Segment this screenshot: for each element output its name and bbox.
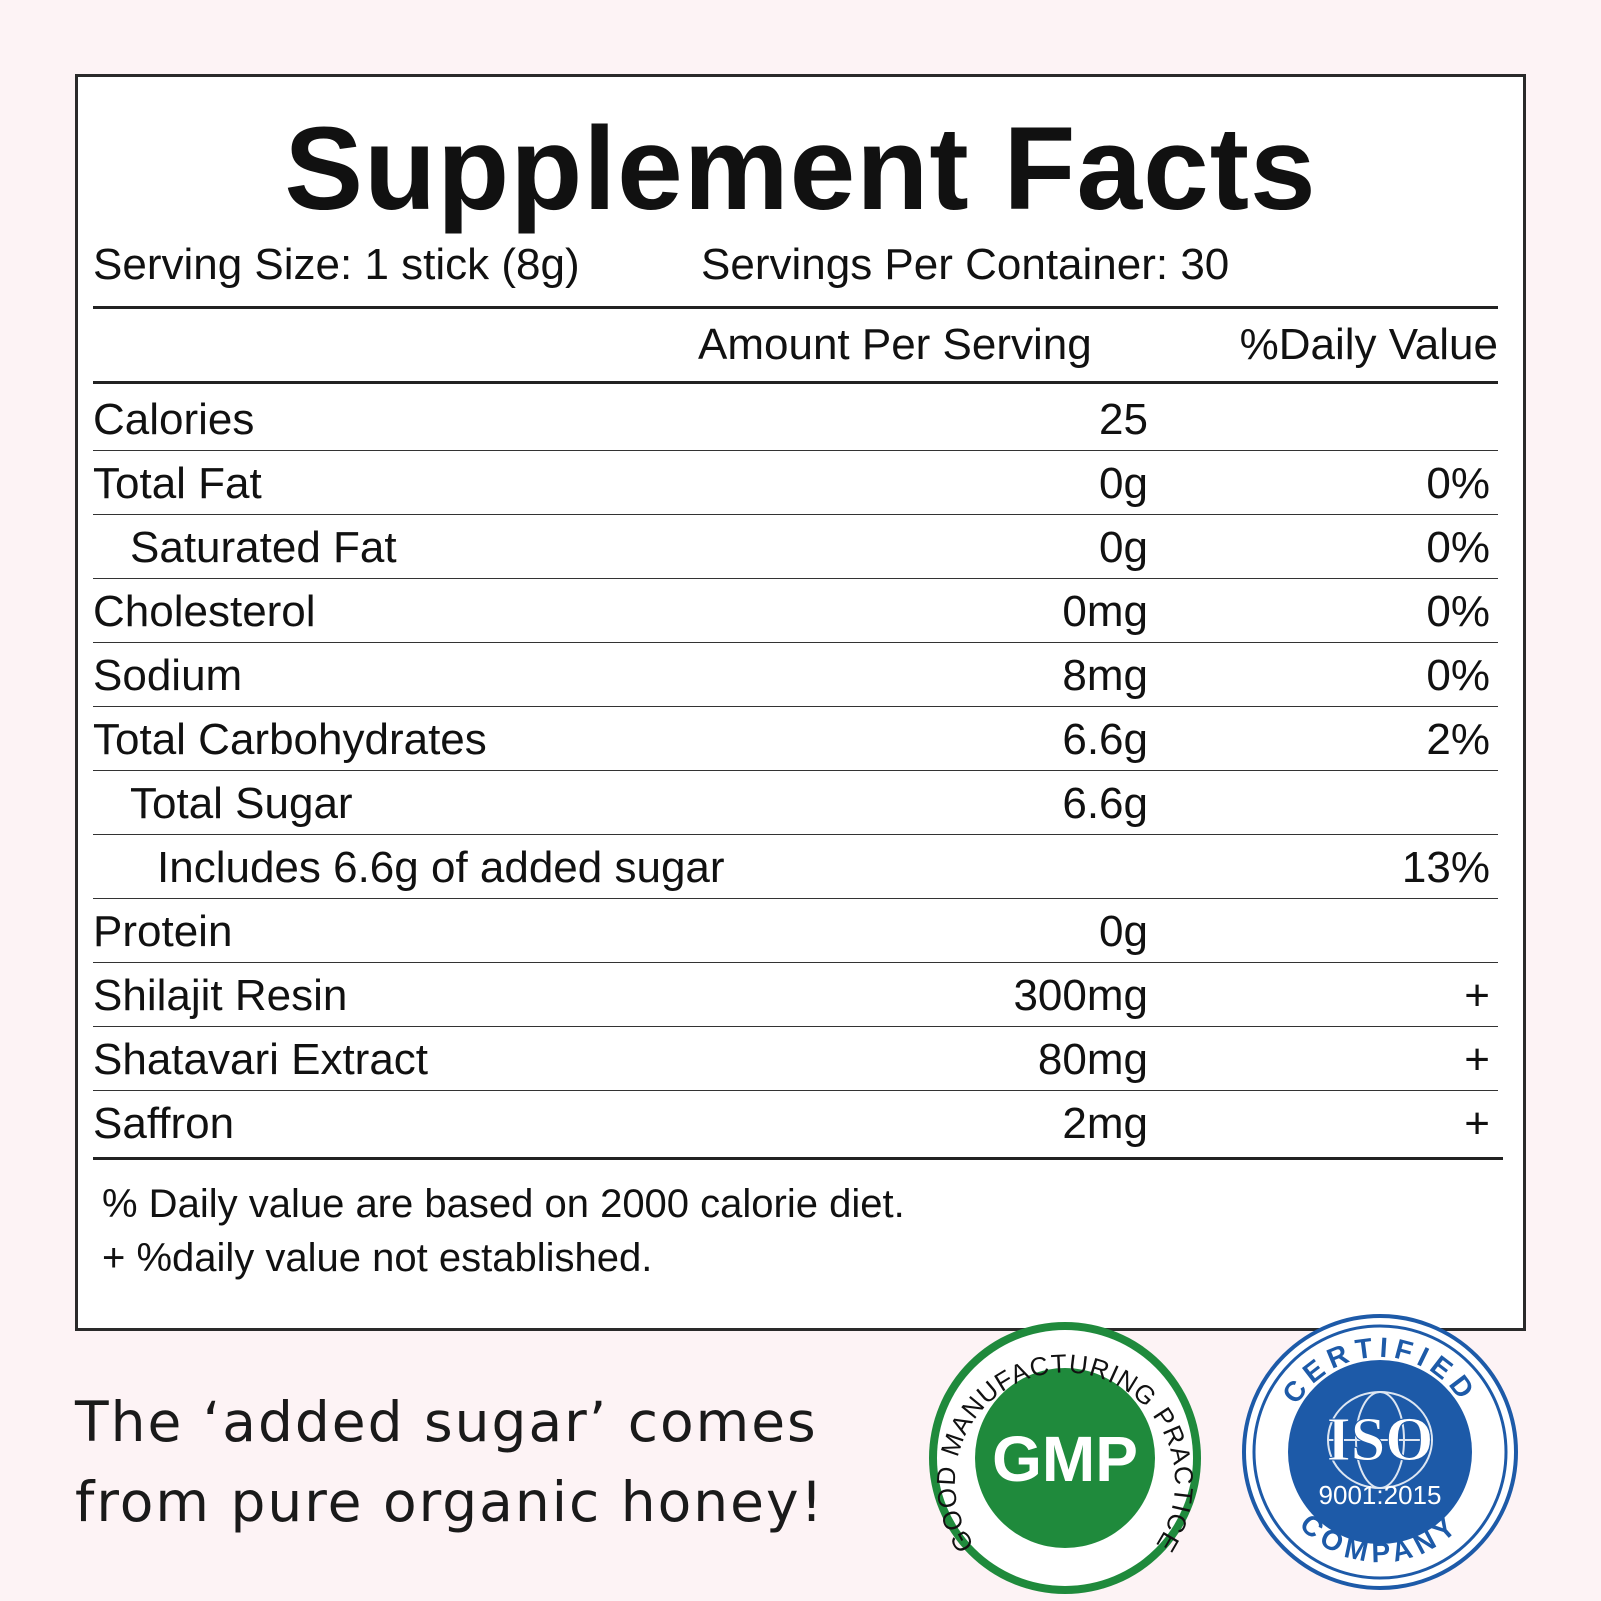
column-header-divider (93, 381, 1498, 384)
nutrient-daily-value: 0% (1426, 651, 1490, 700)
table-row: Cholesterol 0mg 0% (93, 579, 1498, 643)
nutrient-name: Protein (93, 907, 233, 956)
nutrient-daily-value: 2% (1426, 715, 1490, 764)
iso-seal-icon: CERTIFIED COMPANY ISO 9001:2015 (1242, 1314, 1518, 1590)
nutrient-name: Total Carbohydrates (93, 715, 487, 764)
gmp-seal-icon: GOOD MANUFACTURING PRACTICE GMP (929, 1322, 1201, 1594)
honey-tagline: The ‘added sugar’ comes from pure organi… (75, 1382, 825, 1542)
nutrient-daily-value: 0% (1426, 587, 1490, 636)
table-row: Shatavari Extract 80mg + (93, 1027, 1498, 1091)
nutrient-name: Total Fat (93, 459, 262, 508)
nutrient-amount: 0g (1099, 459, 1148, 508)
serving-size: Serving Size: 1 stick (8g) (93, 240, 580, 289)
nutrient-amount: 0g (1099, 907, 1148, 956)
table-row: Saturated Fat 0g 0% (93, 515, 1498, 579)
table-row: Total Carbohydrates 6.6g 2% (93, 707, 1498, 771)
iso-center-text: ISO (1327, 1406, 1434, 1474)
nutrient-daily-value: + (1464, 1035, 1490, 1084)
nutrient-amount: 25 (1099, 395, 1148, 444)
nutrient-daily-value: 0% (1426, 523, 1490, 572)
column-header-amount: Amount Per Serving (698, 320, 1092, 369)
nutrient-table: Calories 25 Total Fat 0g 0% Saturated Fat 0g 0%… (93, 387, 1498, 1154)
tagline-line-1: The ‘added sugar’ comes (75, 1390, 818, 1454)
nutrient-amount: 2mg (1062, 1099, 1148, 1148)
panel-title: Supplement Facts (284, 103, 1317, 235)
nutrient-daily-value: 0% (1426, 459, 1490, 508)
servings-per-container: Servings Per Container: 30 (701, 240, 1230, 289)
table-row: Total Sugar 6.6g (93, 771, 1498, 835)
table-row: Shilajit Resin 300mg + (93, 963, 1498, 1027)
tagline-line-2: from pure organic honey! (75, 1470, 825, 1534)
nutrient-name: Shilajit Resin (93, 971, 348, 1020)
nutrient-daily-value: 13% (1401, 843, 1490, 892)
table-row: Saffron 2mg + (93, 1091, 1498, 1154)
nutrient-amount: 8mg (1062, 651, 1148, 700)
nutrient-amount: 0g (1099, 523, 1148, 572)
footer-divider (93, 1157, 1503, 1160)
nutrient-name: Calories (93, 395, 255, 444)
table-row: Total Fat 0g 0% (93, 451, 1498, 515)
gmp-center-text: GMP (992, 1423, 1138, 1495)
nutrient-name: Cholesterol (93, 587, 316, 636)
table-row: Sodium 8mg 0% (93, 643, 1498, 707)
table-row: Protein 0g (93, 899, 1498, 963)
column-header-daily-value: %Daily Value (1239, 320, 1498, 369)
nutrient-daily-value: + (1464, 1099, 1490, 1148)
table-row: Calories 25 (93, 387, 1498, 451)
nutrient-amount: 6.6g (1062, 715, 1148, 764)
nutrient-amount: 300mg (1013, 971, 1148, 1020)
nutrient-daily-value: + (1464, 971, 1490, 1020)
nutrient-amount: 0mg (1062, 587, 1148, 636)
nutrient-name: Saffron (93, 1099, 235, 1148)
nutrient-amount: 80mg (1037, 1035, 1148, 1084)
iso-standard-text: 9001:2015 (1319, 1480, 1442, 1510)
nutrient-name: Saturated Fat (130, 523, 397, 572)
nutrient-name: Shatavari Extract (93, 1035, 429, 1084)
footnote-daily-value: % Daily value are based on 2000 calorie … (102, 1182, 905, 1226)
nutrient-name: Total Sugar (130, 779, 353, 828)
nutrient-amount: 6.6g (1062, 779, 1148, 828)
nutrient-name: Includes 6.6g of added sugar (157, 843, 725, 892)
supplement-facts-panel: Supplement Facts Serving Size: 1 stick (… (75, 74, 1526, 1331)
footnote-not-established: + %daily value not established. (102, 1236, 653, 1280)
nutrient-name: Sodium (93, 651, 243, 700)
header-divider (93, 306, 1498, 309)
table-row: Includes 6.6g of added sugar 13% (93, 835, 1498, 899)
